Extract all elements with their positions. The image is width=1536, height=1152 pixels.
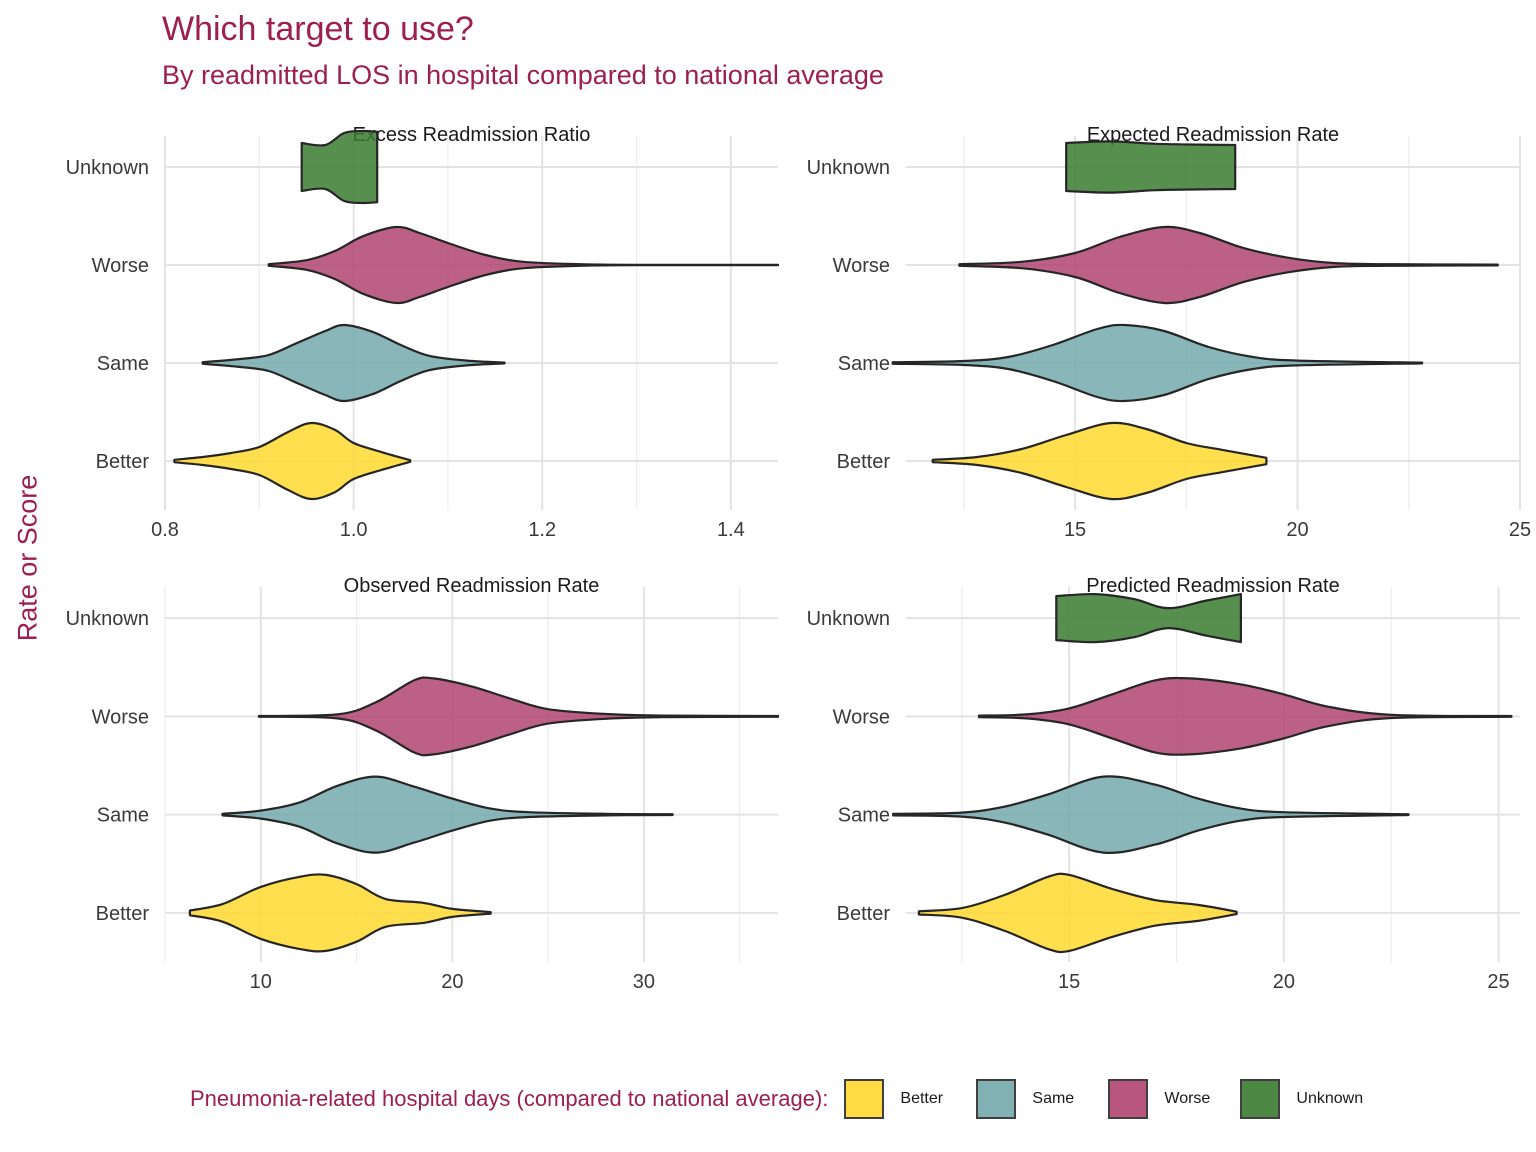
x-tick-label: 0.8	[151, 519, 179, 541]
legend-label-better: Better	[900, 1090, 944, 1107]
category-label-same: Same	[97, 353, 149, 375]
category-label-better: Better	[837, 903, 891, 925]
panel-title: Expected Readmission Rate	[1087, 124, 1339, 146]
category-label-unknown: Unknown	[66, 157, 149, 179]
violin-same	[891, 323, 1424, 403]
legend-item-unknown: Unknown	[1240, 1079, 1363, 1119]
violin-unknown	[1065, 140, 1237, 194]
category-label-unknown: Unknown	[66, 608, 149, 630]
panel-excess-readmission-ratio: Excess Readmission Ratio Better Same Worse U…	[66, 124, 780, 541]
category-label-worse: Worse	[833, 706, 890, 728]
x-tick-label: 20	[1273, 971, 1295, 993]
legend-key-worse	[1108, 1079, 1149, 1119]
x-tick-label: 10	[250, 971, 272, 993]
panel-observed-readmission-rate: Observed Readmission Rate Better Same Worse…	[66, 575, 780, 993]
x-tick-label: 20	[1286, 519, 1308, 541]
legend: Pneumonia-related hospital days (compare…	[190, 1076, 1373, 1122]
legend-item-better: Better	[844, 1079, 966, 1119]
violin-same	[892, 775, 1410, 854]
panel-title: Observed Readmission Rate	[344, 575, 600, 597]
category-label-same: Same	[838, 805, 890, 827]
violin-worse	[977, 676, 1513, 756]
legend-key-better	[844, 1079, 885, 1119]
x-tick-label: 25	[1487, 971, 1509, 993]
x-tick-label: 1.4	[717, 519, 745, 541]
legend-key-unknown	[1240, 1079, 1281, 1119]
category-label-better: Better	[837, 451, 891, 473]
category-label-better: Better	[96, 451, 150, 473]
violin-better	[931, 421, 1268, 501]
panel-predicted-readmission-rate: Predicted Readmission Rate Better Same Wors…	[807, 575, 1520, 993]
chart-subtitle: By readmitted LOS in hospital compared t…	[162, 60, 884, 90]
violin-same	[201, 323, 506, 403]
x-tick-label: 15	[1064, 519, 1086, 541]
chart-title: Which target to use?	[162, 10, 474, 48]
legend-label-unknown: Unknown	[1296, 1090, 1364, 1107]
category-label-better: Better	[96, 903, 150, 925]
violin-worse	[958, 225, 1499, 305]
category-label-worse: Worse	[833, 255, 890, 277]
category-label-worse: Worse	[92, 706, 149, 728]
panel-title: Predicted Readmission Rate	[1086, 575, 1339, 597]
x-tick-label: 25	[1509, 519, 1531, 541]
category-label-same: Same	[97, 805, 149, 827]
category-label-unknown: Unknown	[807, 608, 890, 630]
x-tick-label: 1.0	[340, 519, 368, 541]
legend-label-worse: Worse	[1164, 1090, 1211, 1107]
legend-title: Pneumonia-related hospital days (compare…	[190, 1086, 829, 1111]
violin-unknown	[300, 129, 379, 205]
category-label-same: Same	[838, 353, 890, 375]
x-tick-label: 15	[1058, 971, 1080, 993]
panel-title: Excess Readmission Ratio	[353, 124, 591, 146]
violin-worse	[267, 225, 780, 305]
category-label-unknown: Unknown	[807, 157, 890, 179]
legend-label-same: Same	[1032, 1090, 1075, 1107]
violin-better	[173, 421, 412, 501]
violin-better	[188, 873, 492, 953]
x-tick-label: 1.2	[528, 519, 556, 541]
violin-better	[917, 872, 1238, 954]
legend-item-same: Same	[976, 1079, 1098, 1119]
category-label-worse: Worse	[92, 255, 149, 277]
legend-item-worse: Worse	[1108, 1079, 1230, 1119]
legend-key-same	[976, 1079, 1017, 1119]
panel-expected-readmission-rate: Expected Readmission Rate Better Same Worse…	[807, 124, 1532, 541]
violin-worse	[257, 676, 780, 757]
violin-unknown	[1055, 592, 1242, 644]
x-tick-label: 20	[441, 971, 463, 993]
violin-same	[221, 775, 674, 854]
x-tick-label: 30	[633, 971, 655, 993]
